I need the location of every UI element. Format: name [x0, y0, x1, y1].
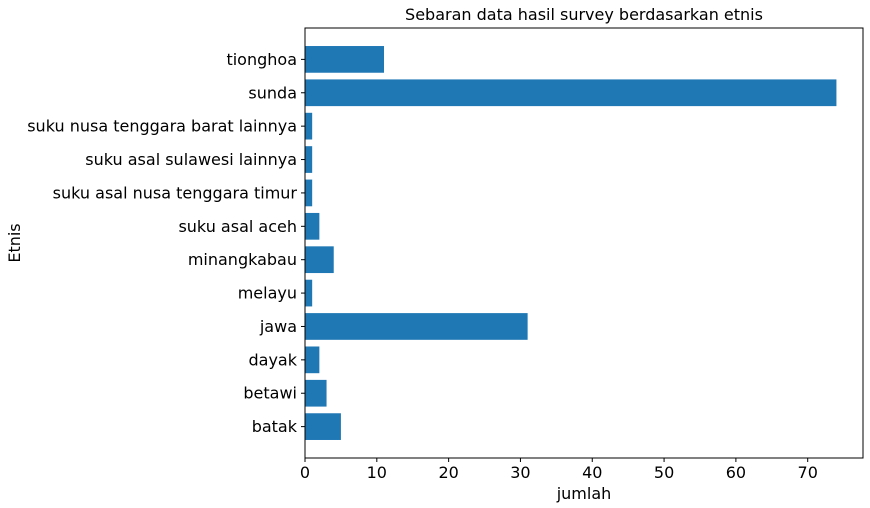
bar-betawi [305, 379, 327, 407]
y-tick-label: suku asal sulawesi lainnya [85, 150, 297, 169]
y-tick-label: minangkabau [188, 250, 297, 269]
y-tick-label: betawi [243, 384, 297, 403]
x-tick-label: 0 [300, 463, 310, 482]
x-axis-title: jumlah [556, 484, 612, 503]
bar-melayu [305, 279, 313, 307]
x-tick-label: 50 [654, 463, 674, 482]
y-tick-label: suku asal aceh [178, 217, 297, 236]
x-axis-ticks: 0 10 20 30 40 50 60 70 [300, 458, 818, 482]
bar-minangkabau [305, 246, 334, 274]
plot-frame [304, 27, 864, 459]
y-tick-label: melayu [238, 284, 297, 303]
bar-batak [305, 413, 341, 440]
bars-group [305, 46, 837, 440]
y-tick-label: dayak [249, 350, 298, 369]
bar-suku-asal-nusa-tenggara-timur [305, 179, 313, 207]
bar-sunda [305, 79, 837, 107]
y-tick-label: jawa [259, 317, 297, 336]
y-axis-title: Etnis [5, 223, 24, 262]
y-axis-ticks: batak betawi dayak jawa melayu minangkabau suk… [27, 50, 305, 436]
bar-jawa [305, 313, 528, 340]
y-tick-label: suku nusa tenggara barat lainnya [27, 117, 297, 136]
y-tick-label: sunda [248, 83, 297, 102]
x-tick-label: 30 [510, 463, 530, 482]
x-tick-label: 20 [438, 463, 458, 482]
x-tick-label: 70 [798, 463, 818, 482]
bar-dayak [305, 346, 320, 374]
bar-tionghoa [305, 46, 384, 73]
bar-suku-asal-aceh [305, 212, 320, 240]
bar-suku-asal-sulawesi-lainnya [305, 146, 313, 173]
bar-suku-nusa-tenggara-barat-lainnya [305, 112, 313, 140]
x-tick-label: 10 [367, 463, 387, 482]
x-tick-label: 40 [582, 463, 602, 482]
x-tick-label: 60 [726, 463, 746, 482]
chart-title: Sebaran data hasil survey berdasarkan et… [405, 5, 763, 24]
y-tick-label: batak [252, 417, 298, 436]
y-tick-label: tionghoa [226, 50, 297, 69]
y-tick-label: suku asal nusa tenggara timur [53, 183, 298, 202]
